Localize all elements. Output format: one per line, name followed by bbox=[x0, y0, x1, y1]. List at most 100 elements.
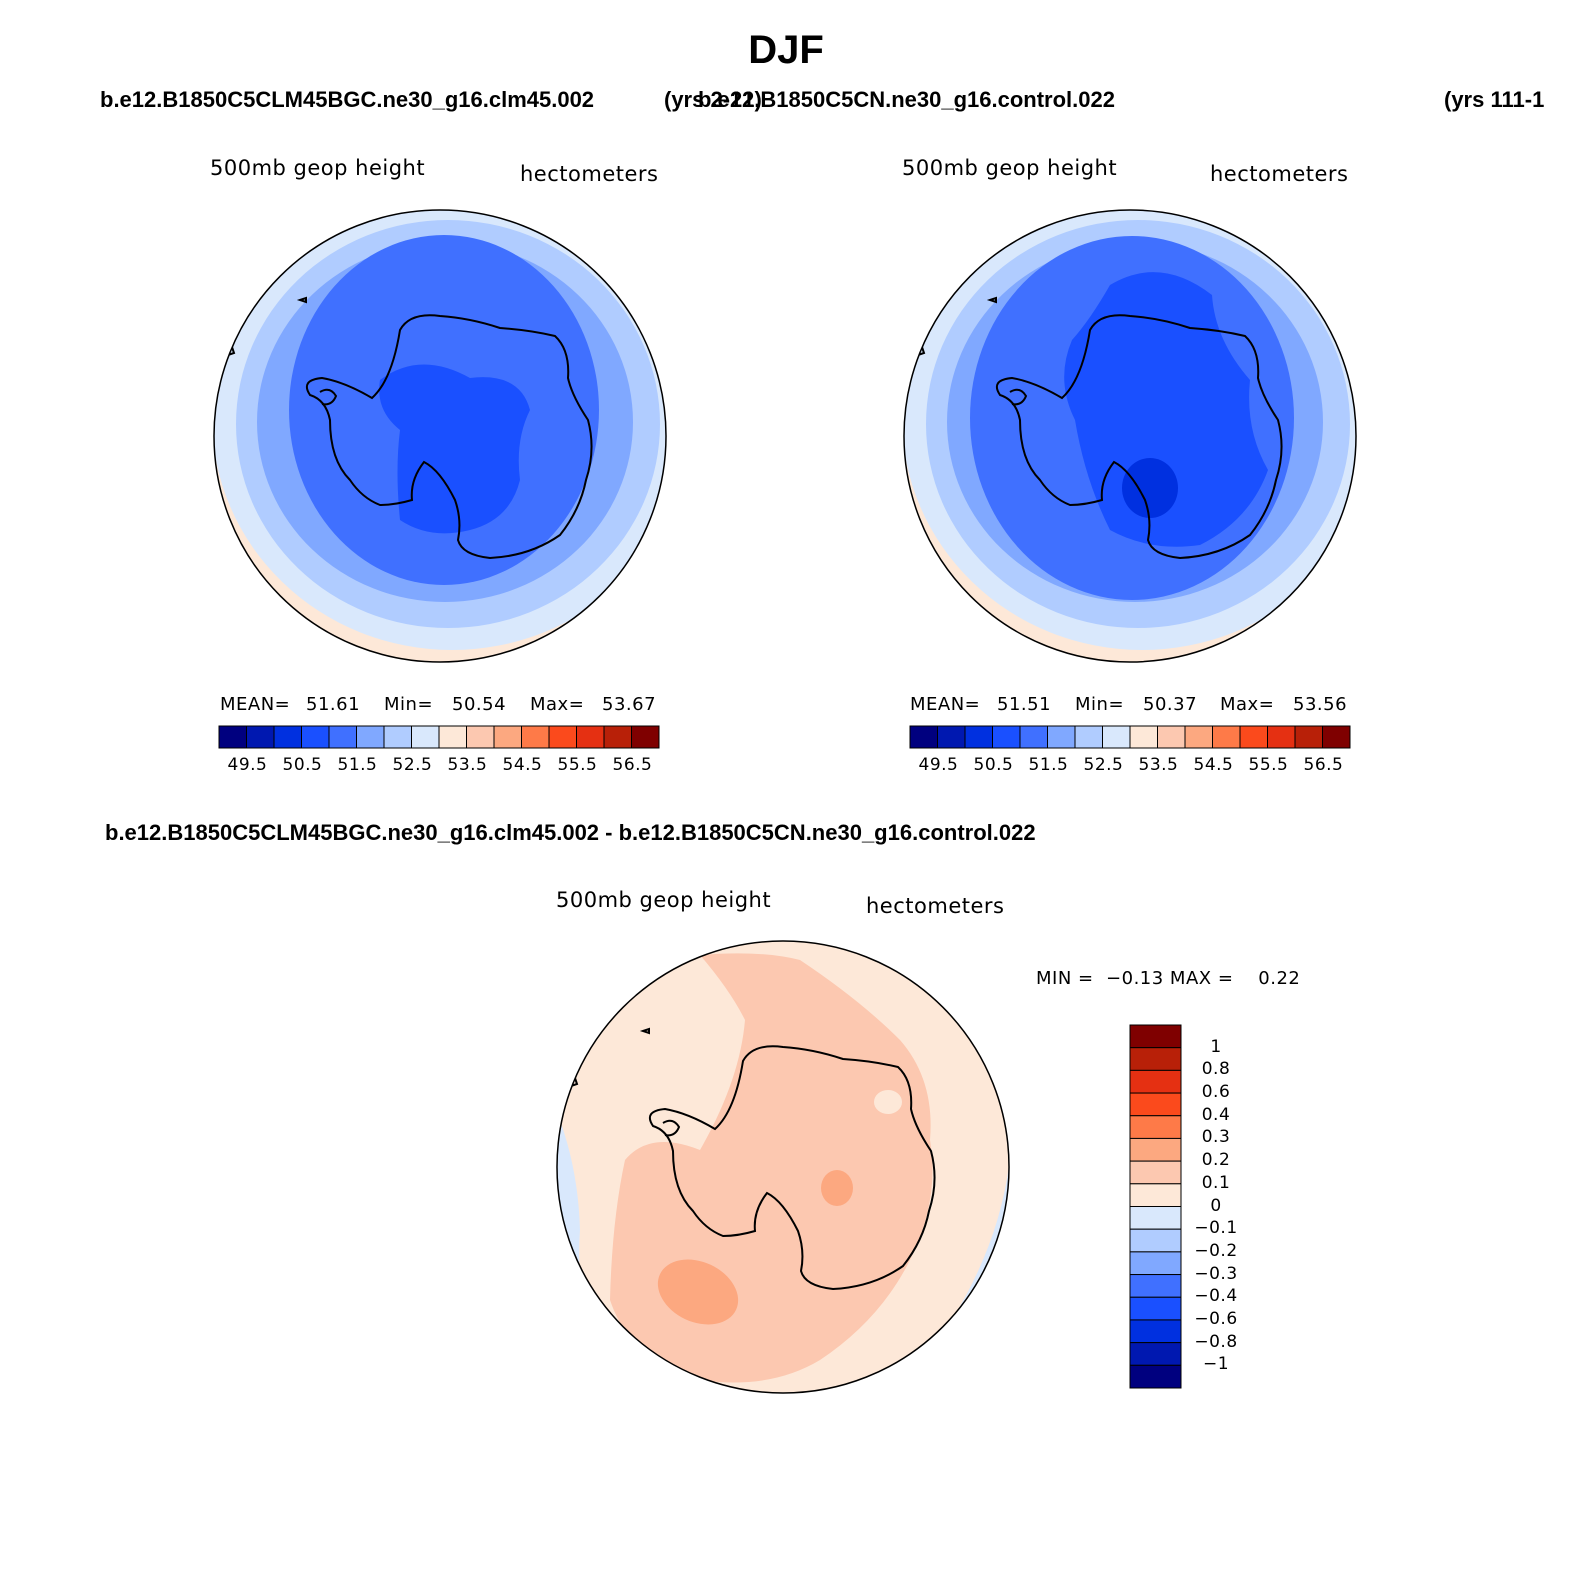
left-min-label: Min= bbox=[384, 694, 434, 715]
right-field-50-5 bbox=[1122, 458, 1178, 518]
left-colorbar-box bbox=[466, 725, 495, 749]
diff-units-label: hectometers bbox=[866, 894, 1005, 918]
right-colorbar-box bbox=[1184, 725, 1213, 749]
right-max-value: 53.56 bbox=[1293, 694, 1348, 715]
left-colorbar-box bbox=[246, 725, 275, 749]
right-colorbar-box bbox=[1157, 725, 1186, 749]
diff-colorbar-tick-label: −0.8 bbox=[1194, 1331, 1238, 1352]
left-colorbar-tick-label: 53.5 bbox=[447, 755, 488, 775]
diff-colorbar-box bbox=[1129, 1092, 1182, 1117]
case1-name: b.e12.B1850C5CLM45BGC.ne30_g16.clm45.002 bbox=[100, 87, 595, 112]
right-colorbar-box bbox=[964, 725, 993, 749]
right-units-label: hectometers bbox=[1210, 162, 1349, 186]
diff-colorbar-box bbox=[1129, 1251, 1182, 1276]
diff-colorbar-tick-label: −0.3 bbox=[1194, 1263, 1238, 1284]
diff-colorbar-box bbox=[1129, 1115, 1182, 1139]
left-map-border bbox=[213, 209, 667, 663]
right-variable-label: 500mb geop height bbox=[902, 156, 1118, 180]
left-colorbar-tick-label: 52.5 bbox=[392, 755, 433, 775]
right-colorbar-box bbox=[1074, 725, 1103, 749]
diff-colorbar-box bbox=[1129, 1342, 1182, 1366]
left-units-label: hectometers bbox=[520, 162, 659, 186]
right-colorbar-box bbox=[1267, 725, 1296, 749]
diff-colorbar-tick-label: 0.1 bbox=[1201, 1172, 1231, 1193]
diff-colorbar-tick-label: −1 bbox=[1202, 1354, 1230, 1375]
left-max-label: Max= bbox=[530, 694, 585, 715]
left-colorbar-tick-label: 51.5 bbox=[337, 755, 378, 775]
diff-colorbar-box bbox=[1129, 1274, 1182, 1298]
left-colorbar-tick-label: 55.5 bbox=[557, 755, 598, 775]
diff-field-low-pocket bbox=[874, 1090, 902, 1114]
right-map-border bbox=[903, 209, 1357, 663]
right-colorbar-box bbox=[992, 725, 1021, 749]
diff-colorbar-tick-label: 0.3 bbox=[1201, 1127, 1231, 1148]
season-title: DJF bbox=[748, 28, 824, 72]
diff-colorbar-box bbox=[1129, 1024, 1182, 1049]
case2-years: (yrs 111-1 bbox=[1444, 87, 1545, 112]
right-colorbar-tick-label: 49.5 bbox=[918, 755, 959, 775]
right-map bbox=[904, 210, 1356, 662]
left-colorbar-box bbox=[218, 725, 247, 749]
left-colorbar-tick-label: 54.5 bbox=[502, 755, 543, 775]
diff-colorbar-tick-label: −0.1 bbox=[1194, 1218, 1238, 1239]
left-colorbar-box bbox=[301, 725, 330, 749]
left-colorbar-tick-label: 56.5 bbox=[612, 755, 653, 775]
right-colorbar-box bbox=[1212, 725, 1241, 749]
diff-colorbar-tick-label: 0.2 bbox=[1201, 1150, 1231, 1171]
right-colorbar-box bbox=[1129, 725, 1158, 749]
right-colorbar-tick-label: 50.5 bbox=[973, 755, 1014, 775]
left-colorbar-box bbox=[356, 725, 385, 749]
left-colorbar-box bbox=[411, 725, 440, 749]
diff-colorbar-box bbox=[1129, 1047, 1182, 1071]
left-colorbar-tick-label: 50.5 bbox=[282, 755, 323, 775]
diff-map-border bbox=[556, 940, 1010, 1394]
case2-name: b.e12.B1850C5CN.ne30_g16.control.022 bbox=[698, 87, 1115, 112]
right-mean-label: MEAN= bbox=[910, 694, 981, 715]
left-colorbar-box bbox=[548, 725, 577, 749]
left-colorbar-box bbox=[493, 725, 522, 749]
right-colorbar-box bbox=[1294, 725, 1323, 749]
diff-field-0-2-west bbox=[657, 1259, 739, 1325]
right-colorbar-box bbox=[1239, 725, 1268, 749]
left-mean-label: MEAN= bbox=[220, 694, 291, 715]
diff-colorbar-box bbox=[1129, 1228, 1182, 1253]
right-colorbar-box bbox=[1102, 725, 1131, 749]
right-min-value: 50.37 bbox=[1143, 694, 1198, 715]
left-min-value: 50.54 bbox=[452, 694, 507, 715]
diff-colorbar bbox=[1129, 1024, 1182, 1389]
right-colorbar-box bbox=[1322, 725, 1351, 749]
diff-title: b.e12.B1850C5CLM45BGC.ne30_g16.clm45.002… bbox=[105, 820, 1036, 845]
right-max-label: Max= bbox=[1220, 694, 1275, 715]
right-colorbar-tick-label: 53.5 bbox=[1138, 755, 1179, 775]
diff-map bbox=[557, 941, 1009, 1393]
diff-colorbar-box bbox=[1129, 1364, 1182, 1389]
diff-colorbar-box bbox=[1129, 1160, 1182, 1185]
right-mean-value: 51.51 bbox=[997, 694, 1052, 715]
left-colorbar-box bbox=[273, 725, 302, 749]
diff-colorbar-tick-label: −0.4 bbox=[1194, 1286, 1238, 1307]
right-colorbar-box bbox=[937, 725, 966, 749]
left-colorbar-tick-label: 49.5 bbox=[227, 755, 268, 775]
diff-colorbar-tick-label: 0.6 bbox=[1201, 1082, 1231, 1103]
right-colorbar-tick-label: 51.5 bbox=[1028, 755, 1069, 775]
left-colorbar-box bbox=[438, 725, 467, 749]
diff-minmax: MIN = −0.13 MAX = 0.22 bbox=[1036, 968, 1301, 989]
diff-variable-label: 500mb geop height bbox=[556, 888, 772, 912]
diff-colorbar-box bbox=[1129, 1069, 1182, 1094]
diff-colorbar-box bbox=[1129, 1296, 1182, 1321]
diff-colorbar-box bbox=[1129, 1206, 1182, 1230]
diff-colorbar-box bbox=[1129, 1319, 1182, 1344]
diff-colorbar-tick-label: 0.8 bbox=[1201, 1059, 1231, 1080]
diff-field-0-2-center bbox=[821, 1170, 853, 1206]
left-colorbar-box bbox=[521, 725, 550, 749]
left-variable-label: 500mb geop height bbox=[210, 156, 426, 180]
right-colorbar-tick-label: 52.5 bbox=[1083, 755, 1124, 775]
diff-colorbar-tick-label: 1 bbox=[1210, 1036, 1222, 1057]
right-field-51 bbox=[1064, 272, 1268, 547]
diff-colorbar-box bbox=[1129, 1183, 1182, 1207]
left-colorbar-box bbox=[631, 725, 660, 749]
case1-years: (yrs 2-21) bbox=[664, 87, 762, 112]
diff-colorbar-box bbox=[1129, 1137, 1182, 1162]
right-colorbar-tick-label: 55.5 bbox=[1248, 755, 1289, 775]
